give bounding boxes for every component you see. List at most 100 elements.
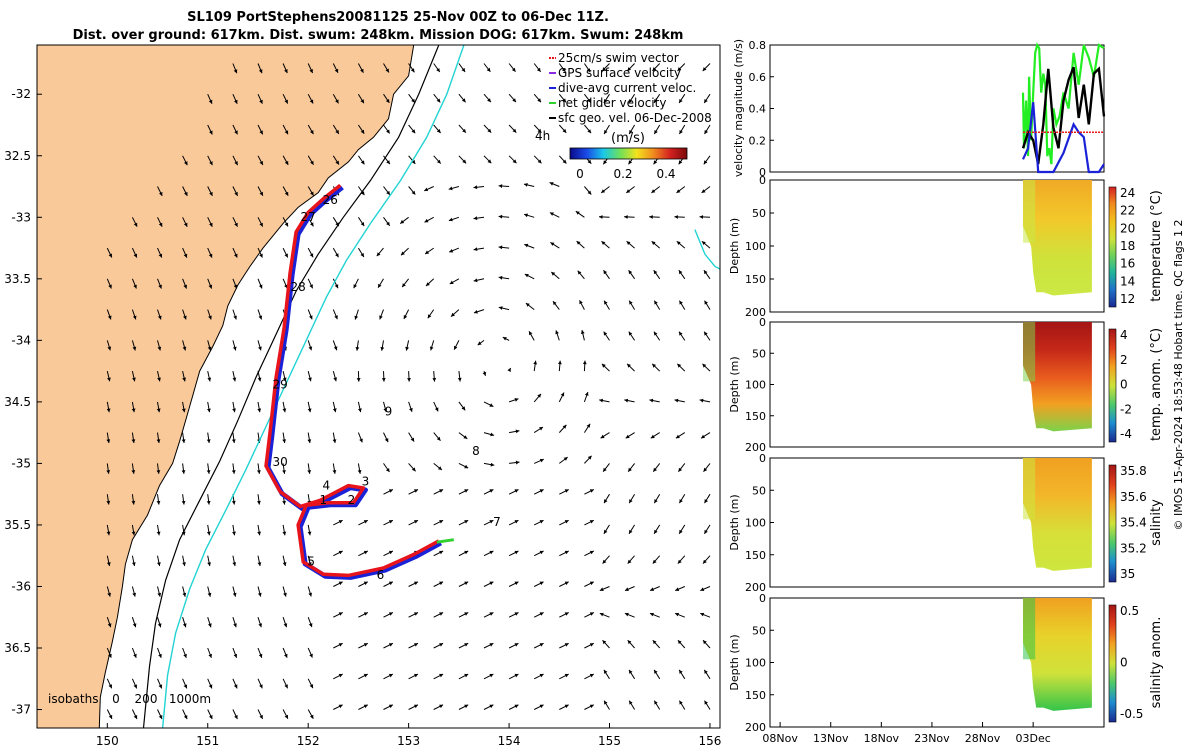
section-colorbar: [1109, 329, 1116, 442]
section-field-edge: [1023, 598, 1035, 659]
y-tick-label: 35.5: [4, 518, 31, 532]
section-y-label: 150: [745, 410, 766, 423]
day-label: 2: [348, 493, 356, 507]
colorbar-label: (m/s): [611, 131, 645, 146]
section-y-label: 0: [759, 452, 766, 465]
section-y-label: 50: [752, 624, 766, 637]
day-label: 1: [319, 493, 327, 507]
x-tick-label: 150: [96, 734, 119, 748]
date-tick-label: 28Nov: [965, 732, 1001, 745]
day-label: 26: [323, 193, 338, 207]
section-cbar-tick: 14: [1120, 274, 1135, 288]
day-label: 9: [385, 404, 393, 418]
section-y-label: 50: [752, 347, 766, 360]
colorbar-tick: 0.4: [656, 167, 675, 181]
x-tick-label: 152: [297, 734, 320, 748]
colorbar-note: 4h: [535, 129, 550, 143]
x-tick-label: 153: [397, 734, 420, 748]
section-ylabel: Depth (m): [728, 634, 741, 690]
section-cbar-tick: 24: [1120, 186, 1135, 200]
section-y-label: 0: [759, 316, 766, 329]
y-tick-label: 34.5: [4, 395, 31, 409]
section-cbar-tick: 35.4: [1120, 516, 1147, 530]
date-tick-label: 13Nov: [813, 732, 849, 745]
x-tick-label: 154: [498, 734, 521, 748]
section-cbar-tick: 35.6: [1120, 490, 1147, 504]
section-cbar-tick: -2: [1120, 402, 1132, 416]
section-cbar-tick: 35: [1120, 567, 1135, 581]
section-y-label: 0: [759, 174, 766, 187]
section-colorbar: [1109, 187, 1116, 307]
date-tick-label: 23Nov: [914, 732, 950, 745]
day-label: 5: [307, 555, 315, 569]
legend-label: GPS surface velocity: [558, 66, 681, 80]
section-ylabel: Depth (m): [728, 494, 741, 550]
section-cbar-tick: 0.5: [1120, 604, 1139, 618]
section-cbar-label: temperature (°C): [1149, 190, 1164, 302]
section-ylabel: Depth (m): [728, 218, 741, 274]
x-tick-label: 156: [699, 734, 722, 748]
section-field-edge: [1023, 180, 1035, 243]
section-y-label: 100: [745, 517, 766, 530]
day-label: 27: [301, 210, 316, 224]
velocity-y-label: 0.8: [749, 39, 767, 52]
day-label: 8: [472, 444, 480, 458]
section-field-edge: [1023, 322, 1035, 381]
isobaths-label: isobaths: [48, 692, 98, 706]
legend-label: sfc geo. vel. 06-Dec-2008: [558, 111, 712, 125]
section-y-label: 150: [745, 549, 766, 562]
x-tick-label: 155: [598, 734, 621, 748]
velocity-y-label: 0.2: [749, 134, 767, 147]
legend-label: 25cm/s swim vector: [558, 51, 679, 65]
day-label: 30: [272, 455, 287, 469]
colorbar-tick: 0: [576, 167, 584, 181]
date-tick-label: 03Dec: [1016, 732, 1051, 745]
y-tick-label: -32: [11, 87, 31, 101]
credit-text: © IMOS 15-Apr-2024 18:53:48 Hobart time.…: [1172, 220, 1185, 531]
section-cbar-tick: 12: [1120, 292, 1135, 306]
isobath-value: 1000m: [169, 692, 211, 706]
y-tick-label: 33.5: [4, 272, 31, 286]
section-cbar-tick: 18: [1120, 239, 1135, 253]
section-y-label: 50: [752, 484, 766, 497]
legend-label: dive-avg current veloc.: [558, 81, 696, 95]
section-cbar-tick: 20: [1120, 221, 1135, 235]
section-cbar-tick: -4: [1120, 427, 1132, 441]
section-y-label: 0: [759, 592, 766, 605]
velocity-y-label: 0.6: [749, 71, 767, 84]
isobath-value: 200: [135, 692, 158, 706]
y-tick-label: -36: [11, 579, 31, 593]
section-y-label: 150: [745, 273, 766, 286]
isobath-value: 0: [112, 692, 120, 706]
section-colorbar: [1109, 605, 1116, 722]
date-tick-label: 08Nov: [762, 732, 798, 745]
colorbar: [570, 148, 687, 159]
section-cbar-tick: 22: [1120, 204, 1135, 218]
section-ylabel: Depth (m): [728, 356, 741, 412]
section-colorbar: [1109, 465, 1116, 582]
section-cbar-tick: 35.8: [1120, 464, 1147, 478]
y-tick-label: -34: [11, 333, 31, 347]
day-label: 28: [290, 280, 305, 294]
section-field-edge: [1023, 458, 1035, 519]
day-label: 7: [493, 515, 501, 529]
section-cbar-label: salinity: [1149, 499, 1164, 546]
section-cbar-label: salinity anom.: [1149, 617, 1164, 709]
section-cbar-tick: 2: [1120, 353, 1128, 367]
y-tick-label: -37: [11, 703, 31, 717]
title-line-2: Dist. over ground: 617km. Dist. swum: 24…: [73, 28, 684, 43]
section-y-label: 100: [745, 379, 766, 392]
section-y-label: 150: [745, 689, 766, 702]
colorbar-tick: 0.2: [613, 167, 632, 181]
y-tick-label: 32.5: [4, 149, 31, 163]
y-tick-label: -35: [11, 456, 31, 470]
x-tick-label: 151: [196, 734, 219, 748]
